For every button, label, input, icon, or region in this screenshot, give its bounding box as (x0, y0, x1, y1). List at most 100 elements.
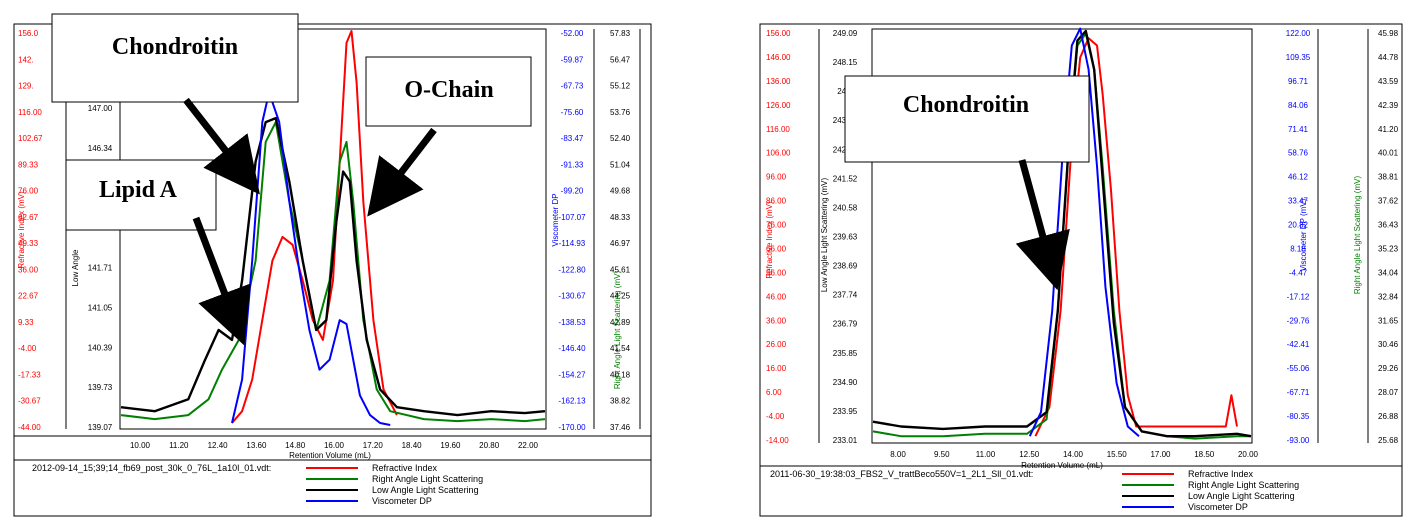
left-series-right-angle-light-scattering (120, 121, 546, 423)
right-ra-tick-label: 37.62 (1378, 197, 1399, 206)
left-ra-tick-label: 44.25 (610, 292, 631, 301)
right-series-low-angle-light-scattering (872, 29, 1252, 438)
right-la-tick-label: 236.79 (833, 320, 858, 329)
right-legend-label: Refractive Index (1188, 469, 1254, 479)
left-chondroitin-box (51, 13, 299, 103)
right-la-axis-title: Low Angle Light Scattering (mV) (820, 178, 829, 293)
right-x-tick-label: 14.00 (1063, 450, 1084, 459)
right-la-tick-label: 237.74 (833, 291, 858, 300)
left-visc-tick-label: -91.33 (561, 160, 584, 169)
right-visc-tick-label: 84.06 (1288, 101, 1309, 110)
left-x-tick-label: 12.40 (208, 441, 229, 450)
right-ra-tick-label: 29.26 (1378, 364, 1399, 373)
left-visc-tick-label: -67.73 (561, 82, 584, 91)
right-la-tick-label: 233.95 (833, 407, 858, 416)
right-la-tick-label: 241.52 (833, 174, 858, 183)
right-footer-filename: 2011-06-30_19:38:03_FBS2_V_trattBeco550V… (770, 469, 1033, 479)
right-ri-tick-label: 66.00 (766, 244, 787, 253)
left-ra-tick-label: 42.89 (610, 318, 631, 327)
left-visc-tick-label: -114.93 (559, 239, 586, 248)
right-ra-tick-label: 34.04 (1378, 268, 1399, 277)
left-ra-tick-label: 45.61 (610, 265, 631, 274)
left-ri-tick-label: 102.67 (18, 134, 43, 143)
right-ri-tick-label: -4.00 (766, 412, 785, 421)
right-ri-tick-label: 86.00 (766, 197, 787, 206)
right-legend-label: Low Angle Light Scattering (1188, 491, 1295, 501)
left-x-tick-label: 18.40 (402, 441, 423, 450)
right-la-tick-label: 235.85 (833, 349, 858, 358)
right-visc-tick-label: -29.76 (1287, 316, 1310, 325)
left-x-tick-label: 14.80 (285, 441, 306, 450)
right-ra-tick-label: 31.65 (1378, 316, 1399, 325)
left-lipida-box (65, 159, 217, 231)
left-la-tick-label: 141.71 (88, 264, 113, 273)
left-chondroitin-arrow (183, 97, 260, 195)
left-ri-tick-label: 116.00 (18, 108, 42, 117)
left-ri-tick-label: 129. (18, 82, 34, 91)
left-ra-tick-label: 55.12 (610, 82, 631, 91)
right-la-tick-label: 248.15 (833, 58, 858, 67)
left-visc-tick-label: -52.00 (561, 29, 584, 38)
left-ri-tick-label: -4.00 (18, 344, 37, 353)
right-x-tick-label: 12.50 (1019, 450, 1040, 459)
left-x-ticks: 10.00 11.20 12.40 13.60 14.80 16.00 17.20 18.40… (130, 441, 539, 450)
left-visc-tick-label: -130.67 (558, 292, 586, 301)
right-x-tick-label: 11.00 (976, 450, 996, 459)
right-ri-axis-title: Refractive Index (mV) (765, 201, 774, 279)
left-visc-tick-label: -59.87 (561, 55, 584, 64)
left-legend-label: Right Angle Light Scattering (372, 474, 483, 484)
right-visc-tick-label: 58.76 (1288, 149, 1309, 158)
left-la-axis-title: Low Angle (71, 249, 80, 286)
left-x-tick-label: 20.80 (479, 441, 500, 450)
left-la-tick-label: 147.00 (88, 104, 113, 113)
left-visc-tick-label: -99.20 (561, 187, 584, 196)
right-ri-tick-label: -14.00 (766, 436, 789, 445)
left-ri-tick-label: -17.33 (18, 370, 41, 379)
right-ri-tick-label: 156.00 (766, 29, 791, 38)
left-la-tick-label: 141.05 (88, 303, 113, 312)
left-ri-tick-label: 76.00 (18, 187, 39, 196)
right-ri-tick-label: 106.00 (766, 149, 791, 158)
left-visc-ticks: -52.00 -59.87 -67.73 -75.60 -83.47 -91.33 -99.… (558, 29, 586, 432)
left-ochain-arrow (367, 127, 437, 217)
left-ri-tick-label: 142. (18, 55, 34, 64)
right-visc-tick-label: 109.35 (1286, 53, 1311, 62)
left-visc-tick-label: -138.53 (558, 318, 586, 327)
left-ra-ticks: 57.83 56.47 55.12 53.76 52.40 51.04 49.68 48.33… (610, 29, 631, 432)
left-visc-tick-label: -154.27 (558, 370, 586, 379)
right-annotation-chondroitin: Chondroitin (844, 75, 1090, 163)
right-ra-tick-label: 25.68 (1378, 436, 1399, 445)
right-visc-tick-label: -80.35 (1287, 412, 1310, 421)
left-ra-axis-title: Right Angle Light Scattering (mV) (613, 271, 622, 390)
left-ri-tick-label: 156.0 (18, 29, 39, 38)
left-ri-tick-label: 22.67 (18, 292, 39, 301)
left-series-refractive-index (231, 30, 398, 424)
right-x-tick-label: 17.00 (1150, 450, 1171, 459)
right-ra-tick-label: 32.84 (1378, 292, 1399, 301)
right-ra-tick-label: 44.78 (1378, 53, 1399, 62)
right-ri-tick-label: 76.00 (766, 221, 787, 230)
right-visc-tick-label: -4.47 (1289, 268, 1308, 277)
left-x-axis-title: Retention Volume (mL) (289, 451, 371, 460)
left-x-tick-label: 17.20 (363, 441, 384, 450)
left-visc-axis-title: Viscometer DP (551, 193, 560, 246)
right-series-viscometer-dp (1028, 27, 1140, 437)
right-ra-tick-label: 30.46 (1378, 340, 1399, 349)
left-annotation-ochain: O-Chain (365, 56, 532, 127)
right-ri-tick-label: 96.00 (766, 173, 787, 182)
right-x-tick-label: 8.00 (890, 450, 906, 459)
right-x-tick-label: 18.50 (1194, 450, 1215, 459)
right-visc-tick-label: -93.00 (1287, 436, 1310, 445)
right-ra-tick-label: 43.59 (1378, 77, 1399, 86)
right-x-tick-label: 15.50 (1107, 450, 1128, 459)
right-ra-tick-label: 41.20 (1378, 125, 1399, 134)
left-visc-tick-label: -107.07 (558, 213, 586, 222)
left-ri-ticks: 156.0 142. 129. 116.00 102.67 89.33 76.00 62.67… (18, 29, 43, 432)
left-annotation-lipida: Lipid A (65, 159, 217, 231)
left-ra-tick-label: 53.76 (610, 108, 631, 117)
left-ri-tick-label: 36.00 (18, 265, 39, 274)
right-visc-tick-label: 96.71 (1288, 77, 1309, 86)
